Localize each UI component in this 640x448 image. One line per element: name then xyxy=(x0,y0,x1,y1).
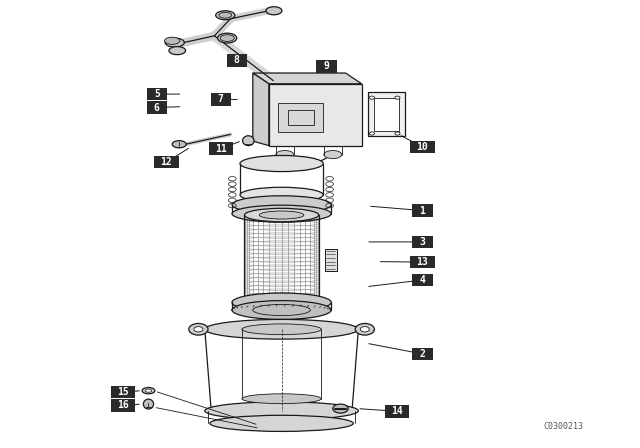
Ellipse shape xyxy=(172,141,186,148)
Bar xyxy=(278,103,323,132)
Ellipse shape xyxy=(142,388,155,394)
Bar xyxy=(288,110,314,125)
Bar xyxy=(374,98,399,131)
Text: 7: 7 xyxy=(218,95,224,104)
Text: 16: 16 xyxy=(117,401,129,410)
Text: 1: 1 xyxy=(419,206,426,215)
Ellipse shape xyxy=(165,38,184,47)
Ellipse shape xyxy=(242,324,321,335)
Text: 5: 5 xyxy=(154,89,160,99)
Ellipse shape xyxy=(240,155,323,172)
Bar xyxy=(147,101,167,114)
Text: 14: 14 xyxy=(391,406,403,416)
Ellipse shape xyxy=(395,96,400,99)
Ellipse shape xyxy=(232,293,332,312)
Text: 11: 11 xyxy=(215,144,227,154)
Text: 15: 15 xyxy=(117,387,129,397)
Bar xyxy=(410,256,435,268)
Ellipse shape xyxy=(242,394,321,404)
Bar xyxy=(209,142,233,155)
Bar xyxy=(111,386,135,398)
Bar xyxy=(412,274,433,286)
Text: C0300213: C0300213 xyxy=(543,422,583,431)
Bar xyxy=(211,93,231,106)
Polygon shape xyxy=(269,84,362,146)
Ellipse shape xyxy=(333,404,348,413)
Ellipse shape xyxy=(360,327,369,332)
Ellipse shape xyxy=(244,293,319,307)
Ellipse shape xyxy=(232,301,332,319)
Polygon shape xyxy=(253,73,362,84)
Text: 2: 2 xyxy=(419,349,426,359)
Text: 8: 8 xyxy=(234,56,240,65)
Text: 10: 10 xyxy=(417,142,428,152)
Ellipse shape xyxy=(276,151,294,159)
Ellipse shape xyxy=(369,96,374,99)
Ellipse shape xyxy=(240,187,323,202)
Bar xyxy=(385,405,409,418)
Bar xyxy=(316,60,337,73)
Bar xyxy=(412,204,433,217)
Polygon shape xyxy=(253,73,269,146)
Text: 3: 3 xyxy=(419,237,426,247)
Ellipse shape xyxy=(218,33,237,43)
Bar xyxy=(412,236,433,248)
Bar xyxy=(111,399,135,412)
Ellipse shape xyxy=(324,151,342,159)
Text: 13: 13 xyxy=(417,257,428,267)
Ellipse shape xyxy=(243,136,254,146)
Ellipse shape xyxy=(219,13,232,18)
Ellipse shape xyxy=(355,323,374,335)
Ellipse shape xyxy=(145,389,152,392)
Ellipse shape xyxy=(194,327,203,332)
Bar xyxy=(368,92,405,136)
Ellipse shape xyxy=(232,196,332,214)
Ellipse shape xyxy=(169,47,186,55)
Bar xyxy=(154,156,179,168)
Ellipse shape xyxy=(395,132,400,135)
Ellipse shape xyxy=(210,415,353,431)
Bar xyxy=(147,88,167,100)
Bar xyxy=(325,249,337,271)
Ellipse shape xyxy=(369,132,374,135)
Ellipse shape xyxy=(189,323,208,335)
Ellipse shape xyxy=(220,35,234,42)
Bar xyxy=(410,141,435,153)
Ellipse shape xyxy=(164,37,180,44)
Bar xyxy=(412,348,433,360)
Text: 6: 6 xyxy=(154,103,160,112)
Text: 12: 12 xyxy=(161,157,172,167)
Text: 4: 4 xyxy=(419,275,426,285)
Ellipse shape xyxy=(205,402,358,420)
Bar xyxy=(227,54,247,67)
Ellipse shape xyxy=(216,11,235,20)
Ellipse shape xyxy=(232,205,332,222)
Ellipse shape xyxy=(266,7,282,15)
Ellipse shape xyxy=(143,399,154,409)
Ellipse shape xyxy=(259,211,304,219)
Ellipse shape xyxy=(205,319,358,339)
Text: 9: 9 xyxy=(323,61,330,71)
Ellipse shape xyxy=(244,208,319,222)
